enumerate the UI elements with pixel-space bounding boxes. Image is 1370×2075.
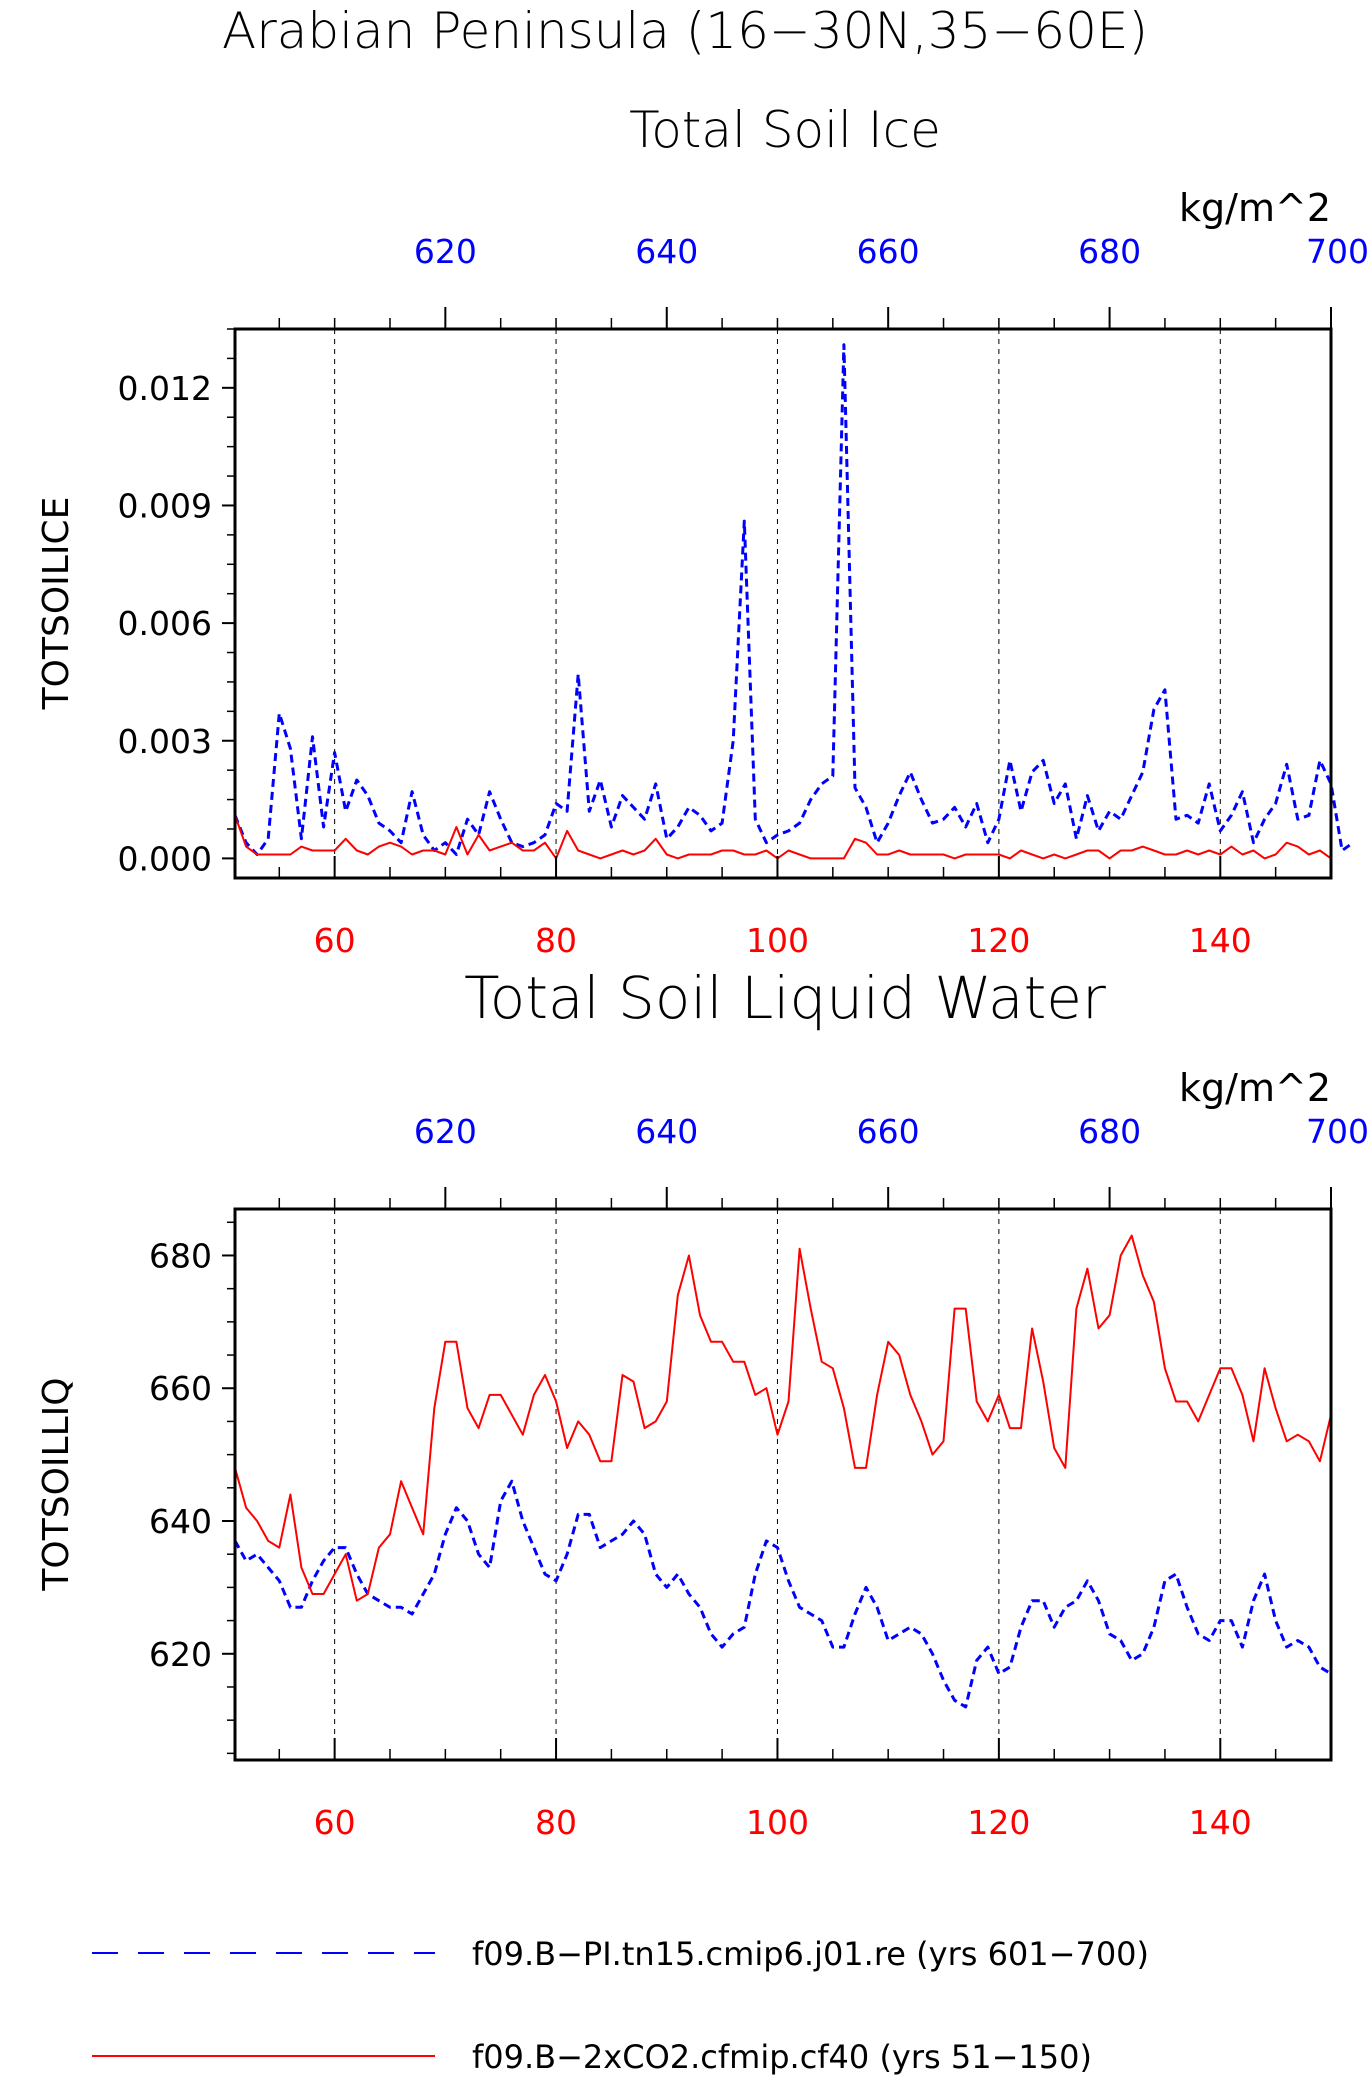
xtick-bottom-label: 100 xyxy=(746,921,809,960)
xtick-bottom-label: 140 xyxy=(1189,921,1252,960)
panel1-title: Total Soil Ice xyxy=(629,101,941,159)
series-line-1 xyxy=(234,1234,1332,1602)
xtick-top-label: 660 xyxy=(857,232,920,271)
ytick-label: 0.012 xyxy=(118,369,212,408)
ytick-label: 620 xyxy=(149,1635,212,1674)
xtick-top-label: 660 xyxy=(857,1112,920,1151)
units-label: kg/m^2 xyxy=(1179,1066,1331,1110)
xtick-bottom-label: 60 xyxy=(314,921,356,960)
xtick-bottom-label: 80 xyxy=(535,1803,577,1842)
xtick-top-label: 680 xyxy=(1078,1112,1141,1151)
xtick-bottom-label: 60 xyxy=(314,1803,356,1842)
legend-label-pi: f09.B−PI.tn15.cmip6.j01.re (yrs 601−700) xyxy=(472,1935,1149,1973)
ytick-label: 640 xyxy=(149,1502,212,1541)
xtick-top-label: 700 xyxy=(1306,1112,1369,1151)
xtick-top-label: 680 xyxy=(1078,232,1141,271)
xtick-top-label: 620 xyxy=(414,1112,477,1151)
ytick-label: 660 xyxy=(149,1369,212,1408)
ytick-label: 680 xyxy=(149,1236,212,1275)
y-axis-label: TOTSOILICE xyxy=(36,497,77,711)
legend-label-co2: f09.B−2xCO2.cfmip.cf40 (yrs 51−150) xyxy=(472,2038,1092,2075)
ytick-label: 0.000 xyxy=(118,839,212,878)
ytick-label: 0.009 xyxy=(118,486,212,525)
xtick-top-label: 620 xyxy=(414,232,477,271)
xtick-top-label: 640 xyxy=(635,232,698,271)
y-axis-label: TOTSOILLIQ xyxy=(36,1377,77,1591)
series-line-1 xyxy=(234,814,1332,860)
figure-title: Arabian Peninsula (16−30N,35−60E) xyxy=(222,2,1148,60)
xtick-bottom-label: 140 xyxy=(1189,1803,1252,1842)
xtick-top-label: 640 xyxy=(635,1112,698,1151)
plot-frame xyxy=(233,327,1333,880)
legend: f09.B−PI.tn15.cmip6.j01.re (yrs 601−700)… xyxy=(92,1935,1149,2075)
ytick-label: 0.003 xyxy=(118,722,212,761)
series-line-0 xyxy=(233,1479,1332,1709)
units-label: kg/m^2 xyxy=(1179,186,1331,230)
xtick-bottom-label: 80 xyxy=(535,921,577,960)
series-line-0 xyxy=(233,343,1354,856)
xtick-bottom-label: 120 xyxy=(967,1803,1030,1842)
ytick-label: 0.006 xyxy=(118,604,212,643)
xtick-bottom-label: 120 xyxy=(967,921,1030,960)
xtick-bottom-label: 100 xyxy=(746,1803,809,1842)
panel2-title: Total Soil Liquid Water xyxy=(464,964,1106,1032)
plot-frame xyxy=(233,1207,1333,1762)
xtick-top-label: 700 xyxy=(1306,232,1369,271)
